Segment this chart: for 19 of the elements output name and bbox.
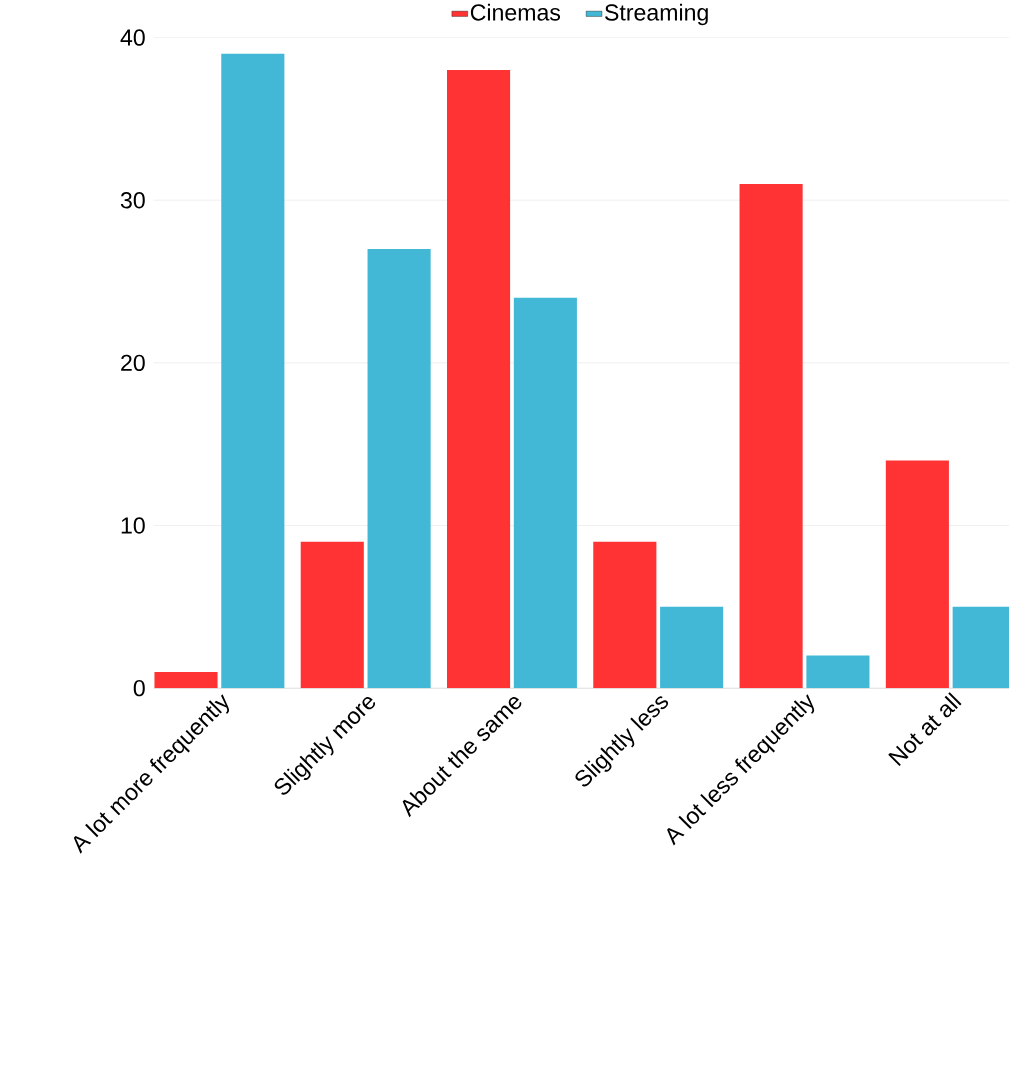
bar <box>739 183 803 689</box>
x-tick-label: Not at all <box>887 692 962 767</box>
bar <box>367 249 431 689</box>
bar <box>300 541 364 689</box>
legend-label: Streaming <box>604 3 708 26</box>
bar <box>221 53 285 689</box>
bar <box>446 70 510 689</box>
legend-label: Cinemas <box>470 3 560 21</box>
y-tick-label: 10 <box>121 517 145 534</box>
y-tick-label: 40 <box>120 29 145 46</box>
bar <box>513 297 577 689</box>
bar <box>659 606 723 689</box>
y-tick-label: 20 <box>120 354 145 372</box>
y-tick-label: 0 <box>133 679 145 697</box>
y-tick-label: 30 <box>120 192 145 209</box>
bar <box>885 460 949 689</box>
bar <box>806 655 870 689</box>
bar <box>154 671 218 689</box>
bar <box>593 541 657 689</box>
